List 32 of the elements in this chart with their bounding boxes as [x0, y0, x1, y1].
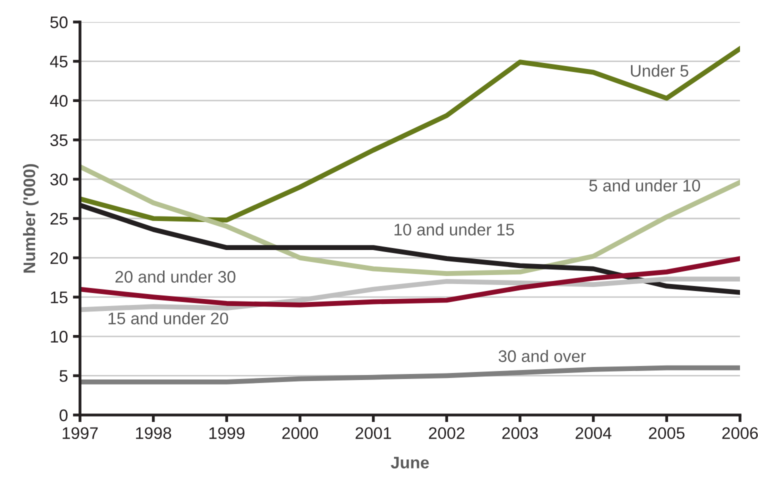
x-axis-title: June	[390, 456, 429, 468]
x-tick-label: 2002	[428, 427, 464, 440]
y-tick-label: 30	[50, 174, 68, 186]
series-label: Under 5	[630, 64, 688, 77]
y-tick-label: 15	[50, 292, 68, 304]
series-label: 30 and over	[498, 350, 586, 362]
x-tick-label: 1998	[136, 427, 172, 440]
x-tick-label: 2000	[282, 427, 318, 440]
y-tick-label: 25	[50, 212, 68, 225]
y-tick-label: 45	[50, 56, 68, 68]
y-tick-label: 35	[50, 134, 68, 146]
x-tick-label: 1997	[62, 427, 98, 440]
line-series	[80, 256, 740, 308]
x-tick-label: 2005	[648, 427, 685, 440]
y-axis-title: Number ('000)	[23, 164, 39, 273]
x-tick-label: 2003	[502, 427, 538, 440]
y-tick-label: 20	[50, 252, 68, 264]
y-tick-label: 0	[60, 409, 68, 422]
x-tick-label: 1999	[209, 427, 244, 440]
series-label: 15 and under 20	[108, 312, 228, 324]
line-series	[80, 365, 740, 384]
x-tick-label: 2001	[356, 427, 392, 440]
series-label: 5 and under 10	[589, 179, 700, 192]
y-tick-label: 40	[50, 95, 68, 107]
x-tick-label: 2004	[576, 427, 612, 440]
line-series	[80, 46, 740, 222]
y-tick-label: 5	[60, 370, 68, 382]
series-label: 20 and under 30	[115, 270, 236, 283]
y-tick-label: 10	[50, 330, 68, 343]
x-tick-label: 2006	[722, 427, 758, 440]
y-tick-label: 50	[50, 16, 68, 28]
series-label: 10 and under 15	[394, 223, 514, 236]
